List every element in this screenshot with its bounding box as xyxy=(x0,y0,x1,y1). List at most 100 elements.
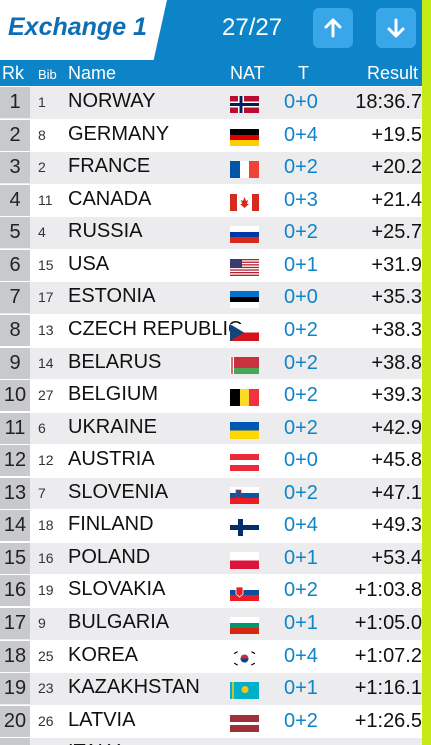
penalty-cell: 0+1 xyxy=(284,253,318,276)
penalty-cell: 0+1 xyxy=(284,677,318,700)
czech-flag-icon xyxy=(230,323,259,341)
germany-flag-icon xyxy=(230,128,259,146)
arrow-down-icon xyxy=(387,18,405,38)
col-result: Result xyxy=(367,63,419,83)
table-row[interactable]: 10 27 BELGIUM 0+2 +39.3 xyxy=(0,379,422,412)
penalty-cell: 0+2 xyxy=(284,156,318,179)
korea-flag-icon xyxy=(230,649,259,667)
team-name: UKRAINE xyxy=(68,415,157,438)
bib-cell: 16 xyxy=(38,549,54,566)
table-row[interactable]: 6 15 USA 0+1 +31.9 xyxy=(0,248,422,282)
team-name: USA xyxy=(68,252,110,275)
table-row[interactable]: 18 25 KOREA 0+4 +1:07.2 xyxy=(0,639,422,673)
result-cell: +31.9 xyxy=(371,253,422,276)
penalty-cell: 0+1 xyxy=(284,612,318,634)
table-row[interactable]: 11 6 UKRAINE 0+2 +42.9 xyxy=(0,411,422,445)
rank-cell: 14 xyxy=(0,510,30,542)
table-row[interactable]: 7 17 ESTONIA 0+0 +35.3 xyxy=(0,281,422,314)
bib-cell: 12 xyxy=(38,452,54,469)
result-cell: +1:05.0 xyxy=(354,612,422,634)
result-cell: +38.8 xyxy=(371,351,422,374)
penalty-cell: 0+2 xyxy=(284,221,318,244)
table-row[interactable]: 12 12 AUSTRIA 0+0 +45.8 xyxy=(0,444,422,477)
rank-cell: 7 xyxy=(0,282,30,314)
table-row[interactable]: 8 13 CZECH REPUBLIC 0+2 +38.3 xyxy=(0,313,422,347)
penalty-cell: 0+3 xyxy=(284,742,318,745)
team-name: CZECH REPUBLIC xyxy=(68,317,243,340)
rank-cell: 9 xyxy=(0,347,30,379)
rank-cell: 2 xyxy=(0,119,30,151)
usa-flag-icon xyxy=(230,258,259,276)
table-row[interactable]: 5 4 RUSSIA 0+2 +25.7 xyxy=(0,216,422,249)
rank-cell: 8 xyxy=(0,314,30,346)
table-row[interactable]: 1 1 NORWAY 0+0 18:36.7 xyxy=(0,86,422,119)
team-name: POLAND xyxy=(68,545,151,568)
result-cell: +35.3 xyxy=(371,286,422,309)
results-list: 1 1 NORWAY 0+0 18:36.7 2 8 GERMANY 0+4 +19.5 3 2 FRA… xyxy=(0,86,422,745)
table-row[interactable]: 20 26 LATVIA 0+2 +1:26.5 xyxy=(0,704,422,738)
rank-cell: 5 xyxy=(0,217,30,249)
team-name: AUSTRIA xyxy=(68,448,155,471)
rank-cell: 21 xyxy=(0,738,30,745)
team-name: BELGIUM xyxy=(68,383,159,406)
result-cell: +42.9 xyxy=(371,416,422,439)
rank-cell: 10 xyxy=(0,380,30,412)
team-name: BULGARIA xyxy=(68,611,170,633)
result-cell: +19.5 xyxy=(371,123,422,146)
bib-cell: 23 xyxy=(38,680,54,697)
team-name: FINLAND xyxy=(68,513,154,536)
table-row[interactable]: 4 11 CANADA 0+3 +21.4 xyxy=(0,183,422,217)
rank-cell: 6 xyxy=(0,249,30,281)
bib-cell: 11 xyxy=(38,191,53,208)
result-cell: +47.1 xyxy=(371,481,422,504)
bib-cell: 27 xyxy=(38,387,54,404)
result-cell: +20.2 xyxy=(371,156,422,179)
team-name: BELARUS xyxy=(68,350,162,373)
bib-cell: 19 xyxy=(38,582,54,599)
team-name: KAZAKHSTAN xyxy=(68,676,200,699)
scroll-down-button[interactable] xyxy=(376,8,416,48)
penalty-cell: 0+4 xyxy=(284,514,318,537)
team-name: GERMANY xyxy=(68,122,170,145)
table-row[interactable]: 16 19 SLOVAKIA 0+2 +1:03.8 xyxy=(0,574,422,607)
table-row[interactable]: 17 9 BULGARIA 0+1 +1:05.0 xyxy=(0,607,422,640)
column-header-row: Rk Bib Name NAT T Result xyxy=(0,60,422,86)
rank-cell: 16 xyxy=(0,575,30,607)
ukraine-flag-icon xyxy=(230,421,259,439)
result-cell: +38.3 xyxy=(371,318,422,341)
table-row[interactable]: 15 16 POLAND 0+1 +53.4 xyxy=(0,541,422,575)
result-cell: +53.4 xyxy=(371,546,422,569)
rank-cell: 3 xyxy=(0,152,30,184)
bib-cell: 18 xyxy=(38,517,54,534)
rank-cell: 20 xyxy=(0,705,30,737)
scroll-up-button[interactable] xyxy=(313,8,353,48)
bib-cell: 6 xyxy=(38,419,46,436)
result-cell: +1:07.2 xyxy=(354,644,422,667)
penalty-cell: 0+2 xyxy=(284,416,318,439)
penalty-cell: 0+0 xyxy=(284,286,318,309)
table-row[interactable]: 13 7 SLOVENIA 0+2 +47.1 xyxy=(0,476,422,510)
penalty-cell: 0+2 xyxy=(284,579,318,602)
table-row[interactable]: 19 23 KAZAKHSTAN 0+1 +1:16.1 xyxy=(0,672,422,705)
result-cell: +45.8 xyxy=(371,449,422,472)
table-row[interactable]: 213ITALY0+3+1:29.0 xyxy=(0,737,422,745)
rank-cell: 13 xyxy=(0,477,30,509)
team-name: LATVIA xyxy=(68,708,136,731)
team-name: KOREA xyxy=(68,643,139,666)
latvia-flag-icon xyxy=(230,714,259,732)
belarus-flag-icon xyxy=(230,356,259,374)
col-name: Name xyxy=(68,63,117,83)
table-row[interactable]: 14 18 FINLAND 0+4 +49.3 xyxy=(0,509,422,542)
table-row[interactable]: 9 14 BELARUS 0+2 +38.8 xyxy=(0,346,422,380)
penalty-cell: 0+0 xyxy=(284,449,318,472)
rank-cell: 12 xyxy=(0,445,30,477)
team-name: ITALY xyxy=(68,741,121,745)
bib-cell: 25 xyxy=(38,647,54,664)
header-bar: Exchange 1 27/27 xyxy=(0,0,422,60)
table-row[interactable]: 3 2 FRANCE 0+2 +20.2 xyxy=(0,151,422,184)
bib-cell: 8 xyxy=(38,126,46,143)
result-cell: +1:26.5 xyxy=(354,709,422,732)
penalty-cell: 0+4 xyxy=(284,123,318,146)
table-row[interactable]: 2 8 GERMANY 0+4 +19.5 xyxy=(0,118,422,152)
